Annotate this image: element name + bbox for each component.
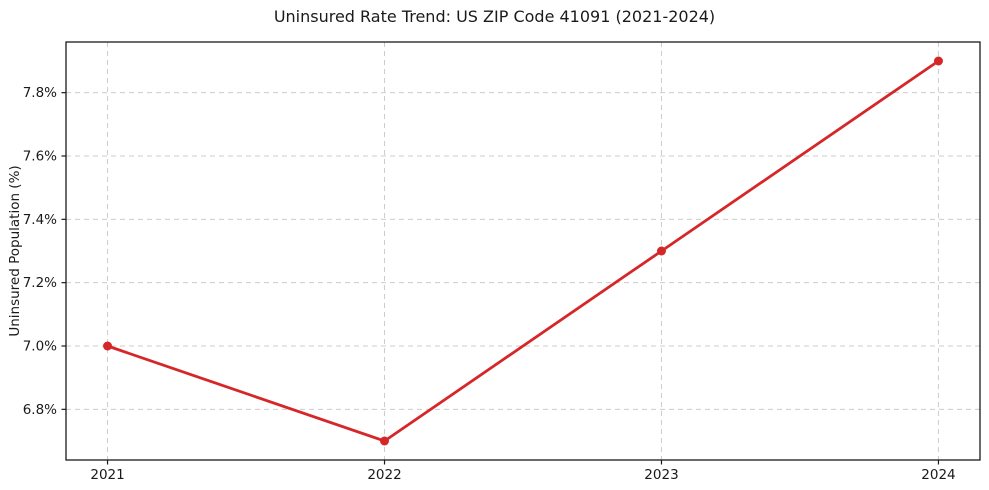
y-tick-label: 7.8% [23, 85, 57, 101]
series-line [106, 59, 940, 443]
y-tick-label: 7.0% [23, 339, 57, 355]
x-tick-label: 2022 [367, 467, 401, 483]
plot-border [65, 41, 981, 461]
chart-title: Uninsured Rate Trend: US ZIP Code 41091 … [273, 7, 716, 26]
y-tick-label: 7.2% [23, 275, 57, 291]
y-tick-label: 7.4% [23, 212, 57, 228]
y-tick-label: 6.8% [23, 402, 57, 418]
data-point-marker [933, 56, 943, 66]
data-point-marker [656, 246, 666, 256]
x-tick-label: 2024 [921, 467, 955, 483]
data-point-marker [380, 436, 390, 446]
y-tick-label: 7.6% [23, 149, 57, 165]
x-tick-label: 2023 [644, 467, 678, 483]
data-point-marker [103, 341, 113, 351]
x-tick-label: 2021 [90, 467, 124, 483]
